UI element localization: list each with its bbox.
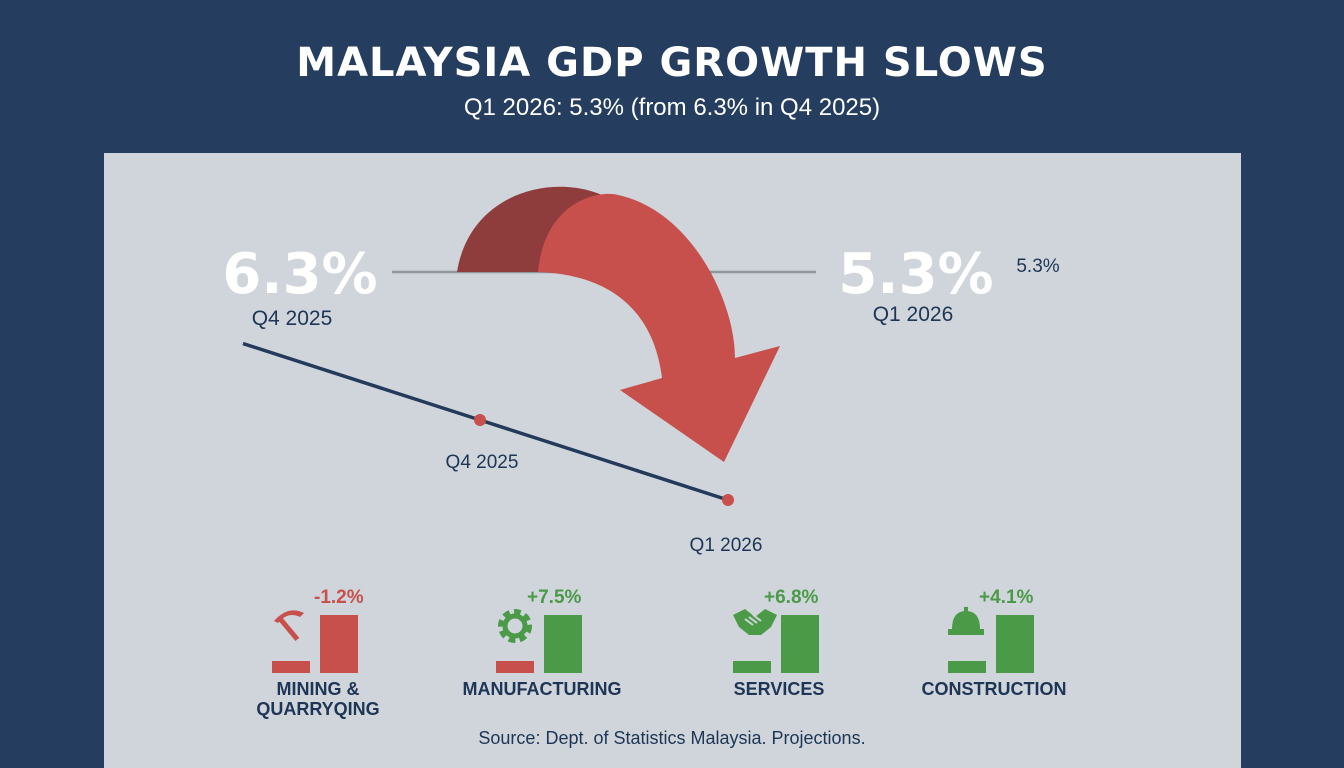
sector-label-line: CONSTRUCTION xyxy=(921,679,1067,699)
sector-label-line: MINING & xyxy=(276,679,360,699)
decline-arrow xyxy=(538,193,780,462)
sector-label: CONSTRUCTION xyxy=(884,679,1104,699)
sector-bars xyxy=(948,613,1058,673)
page-title: MALAYSIA GDP GROWTH SLOWS xyxy=(296,40,1048,86)
data-point-0 xyxy=(474,414,486,426)
handshake-icon xyxy=(731,605,779,644)
big-value-left: 6.3% xyxy=(222,242,377,307)
sector-bars xyxy=(496,613,606,673)
hard-hat-icon xyxy=(946,605,986,644)
sector-bars xyxy=(272,613,382,673)
source-note: Source: Dept. of Statistics Malaysia. Pr… xyxy=(478,728,866,748)
sector-bar-after xyxy=(996,615,1034,673)
big-value-right: 5.3% xyxy=(838,242,993,307)
sector-change: +4.1% xyxy=(979,587,1034,608)
sector-change: +7.5% xyxy=(527,587,582,608)
sector-label: MINING & QUARRYQING xyxy=(208,679,428,719)
line-series: Q4 2025 Q1 2026 xyxy=(242,341,763,556)
sector-1: +7.5% MANUFACTURING xyxy=(432,587,652,717)
gear-icon xyxy=(494,605,536,652)
sector-2: +6.8% SERVICES xyxy=(669,587,889,717)
big-label-left: Q4 2025 xyxy=(252,307,333,330)
sector-bars xyxy=(733,613,843,673)
sector-bar-after xyxy=(544,615,582,673)
x-tick-label-1: Q1 2026 xyxy=(690,535,763,556)
sector-label: SERVICES xyxy=(669,679,889,699)
sector-change: -1.2% xyxy=(314,587,364,608)
sector-label: MANUFACTURING xyxy=(432,679,652,699)
big-label-right: Q1 2026 xyxy=(873,303,954,326)
right-small-value: 5.3% xyxy=(1016,256,1059,277)
sector-bar-after xyxy=(320,615,358,673)
x-tick-label-0: Q4 2025 xyxy=(446,452,519,473)
sector-label-line: SERVICES xyxy=(733,679,825,699)
sector-3: +4.1% CONSTRUCTION xyxy=(884,587,1104,717)
pickaxe-icon xyxy=(270,605,310,650)
sector-label-line: QUARRYQING xyxy=(256,699,380,719)
sector-bar-before xyxy=(272,661,310,673)
sector-bar-before xyxy=(733,661,771,673)
sector-change: +6.8% xyxy=(764,587,819,608)
sector-bar-before xyxy=(496,661,534,673)
data-point-1 xyxy=(722,494,734,506)
sector-bar-before xyxy=(948,661,986,673)
page-subtitle: Q1 2026: 5.3% (from 6.3% in Q4 2025) xyxy=(463,94,881,121)
sector-label-line: MANUFACTURING xyxy=(462,679,622,699)
sector-0: -1.2% MINING & QUARRYQING xyxy=(208,587,428,719)
sector-bar-after xyxy=(781,615,819,673)
